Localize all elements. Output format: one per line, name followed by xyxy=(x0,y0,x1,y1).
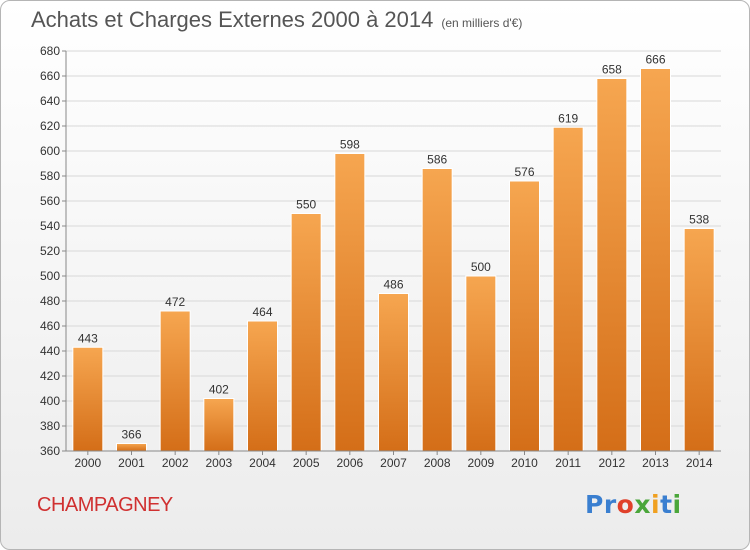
proxiti-logo-icon: Proxiti xyxy=(585,490,682,519)
y-tick-label: 600 xyxy=(40,144,60,158)
bar-value-label: 576 xyxy=(514,165,534,179)
y-tick-label: 440 xyxy=(40,344,60,358)
bar-value-label: 402 xyxy=(209,383,229,397)
bar-value-label: 500 xyxy=(471,260,491,274)
x-tick-label: 2005 xyxy=(293,456,320,470)
x-tick-label: 2002 xyxy=(162,456,189,470)
y-tick-label: 620 xyxy=(40,119,60,133)
bar xyxy=(290,213,322,452)
y-tick-label: 580 xyxy=(40,169,60,183)
x-tick-label: 2010 xyxy=(511,456,538,470)
bar xyxy=(116,443,147,452)
x-tick-label: 2014 xyxy=(686,456,713,470)
chart-title: Achats et Charges Externes 2000 à 2014 (e… xyxy=(31,7,522,33)
y-tick-label: 460 xyxy=(40,319,60,333)
bar xyxy=(509,180,540,452)
bar-value-label: 598 xyxy=(340,138,360,152)
bar-value-label: 619 xyxy=(558,111,578,125)
bar-value-label: 658 xyxy=(602,63,622,77)
bar xyxy=(334,153,366,452)
bar xyxy=(247,320,278,452)
x-tick-label: 2004 xyxy=(249,456,276,470)
x-tick-label: 2008 xyxy=(424,456,451,470)
y-tick-label: 680 xyxy=(40,44,60,58)
y-tick-label: 520 xyxy=(40,244,60,258)
commune-name: CHAMPAGNEY xyxy=(37,494,173,516)
y-tick-label: 420 xyxy=(40,369,60,383)
bar xyxy=(683,228,715,452)
chart-title-text: Achats et Charges Externes 2000 à 2014 xyxy=(31,7,434,32)
bar-value-label: 464 xyxy=(252,305,272,319)
axes: 360 380 400 420 440 460 480 500 520 540 560 580 600 6… xyxy=(40,44,721,470)
y-tick-label: 400 xyxy=(40,394,60,408)
bar-value-label: 538 xyxy=(689,213,709,227)
y-tick-label: 660 xyxy=(40,69,60,83)
bar-value-label: 586 xyxy=(427,153,447,167)
bar xyxy=(203,398,235,452)
x-tick-label: 2009 xyxy=(467,456,494,470)
bar-value-label: 366 xyxy=(121,428,141,442)
bar xyxy=(640,68,671,452)
y-tick-label: 480 xyxy=(40,294,60,308)
bar xyxy=(159,310,191,452)
y-tick-label: 500 xyxy=(40,269,60,283)
bar xyxy=(378,293,409,452)
bars xyxy=(72,68,715,452)
x-tick-label: 2013 xyxy=(642,456,669,470)
y-tick-label: 560 xyxy=(40,194,60,208)
x-tick-label: 2001 xyxy=(118,456,145,470)
chart-subtitle: (en milliers d'€) xyxy=(441,16,523,30)
bar xyxy=(421,168,453,452)
y-tick-label: 360 xyxy=(40,444,60,458)
bar xyxy=(72,346,104,452)
x-tick-label: 2006 xyxy=(336,456,363,470)
x-tick-label: 2012 xyxy=(598,456,625,470)
x-tick-label: 2003 xyxy=(205,456,232,470)
bar-value-label: 550 xyxy=(296,198,316,212)
x-tick-label: 2007 xyxy=(380,456,407,470)
bar-value-label: 472 xyxy=(165,295,185,309)
bar-value-label: 666 xyxy=(645,53,665,67)
bar xyxy=(465,275,497,452)
y-tick-label: 380 xyxy=(40,419,60,433)
y-tick-label: 640 xyxy=(40,94,60,108)
bar-value-label: 486 xyxy=(383,278,403,292)
bar xyxy=(552,126,584,452)
y-tick-label: 540 xyxy=(40,219,60,233)
x-tick-label: 2000 xyxy=(74,456,101,470)
bar-value-label: 443 xyxy=(78,331,98,345)
x-tick-label: 2011 xyxy=(555,456,581,470)
bar xyxy=(596,78,628,452)
